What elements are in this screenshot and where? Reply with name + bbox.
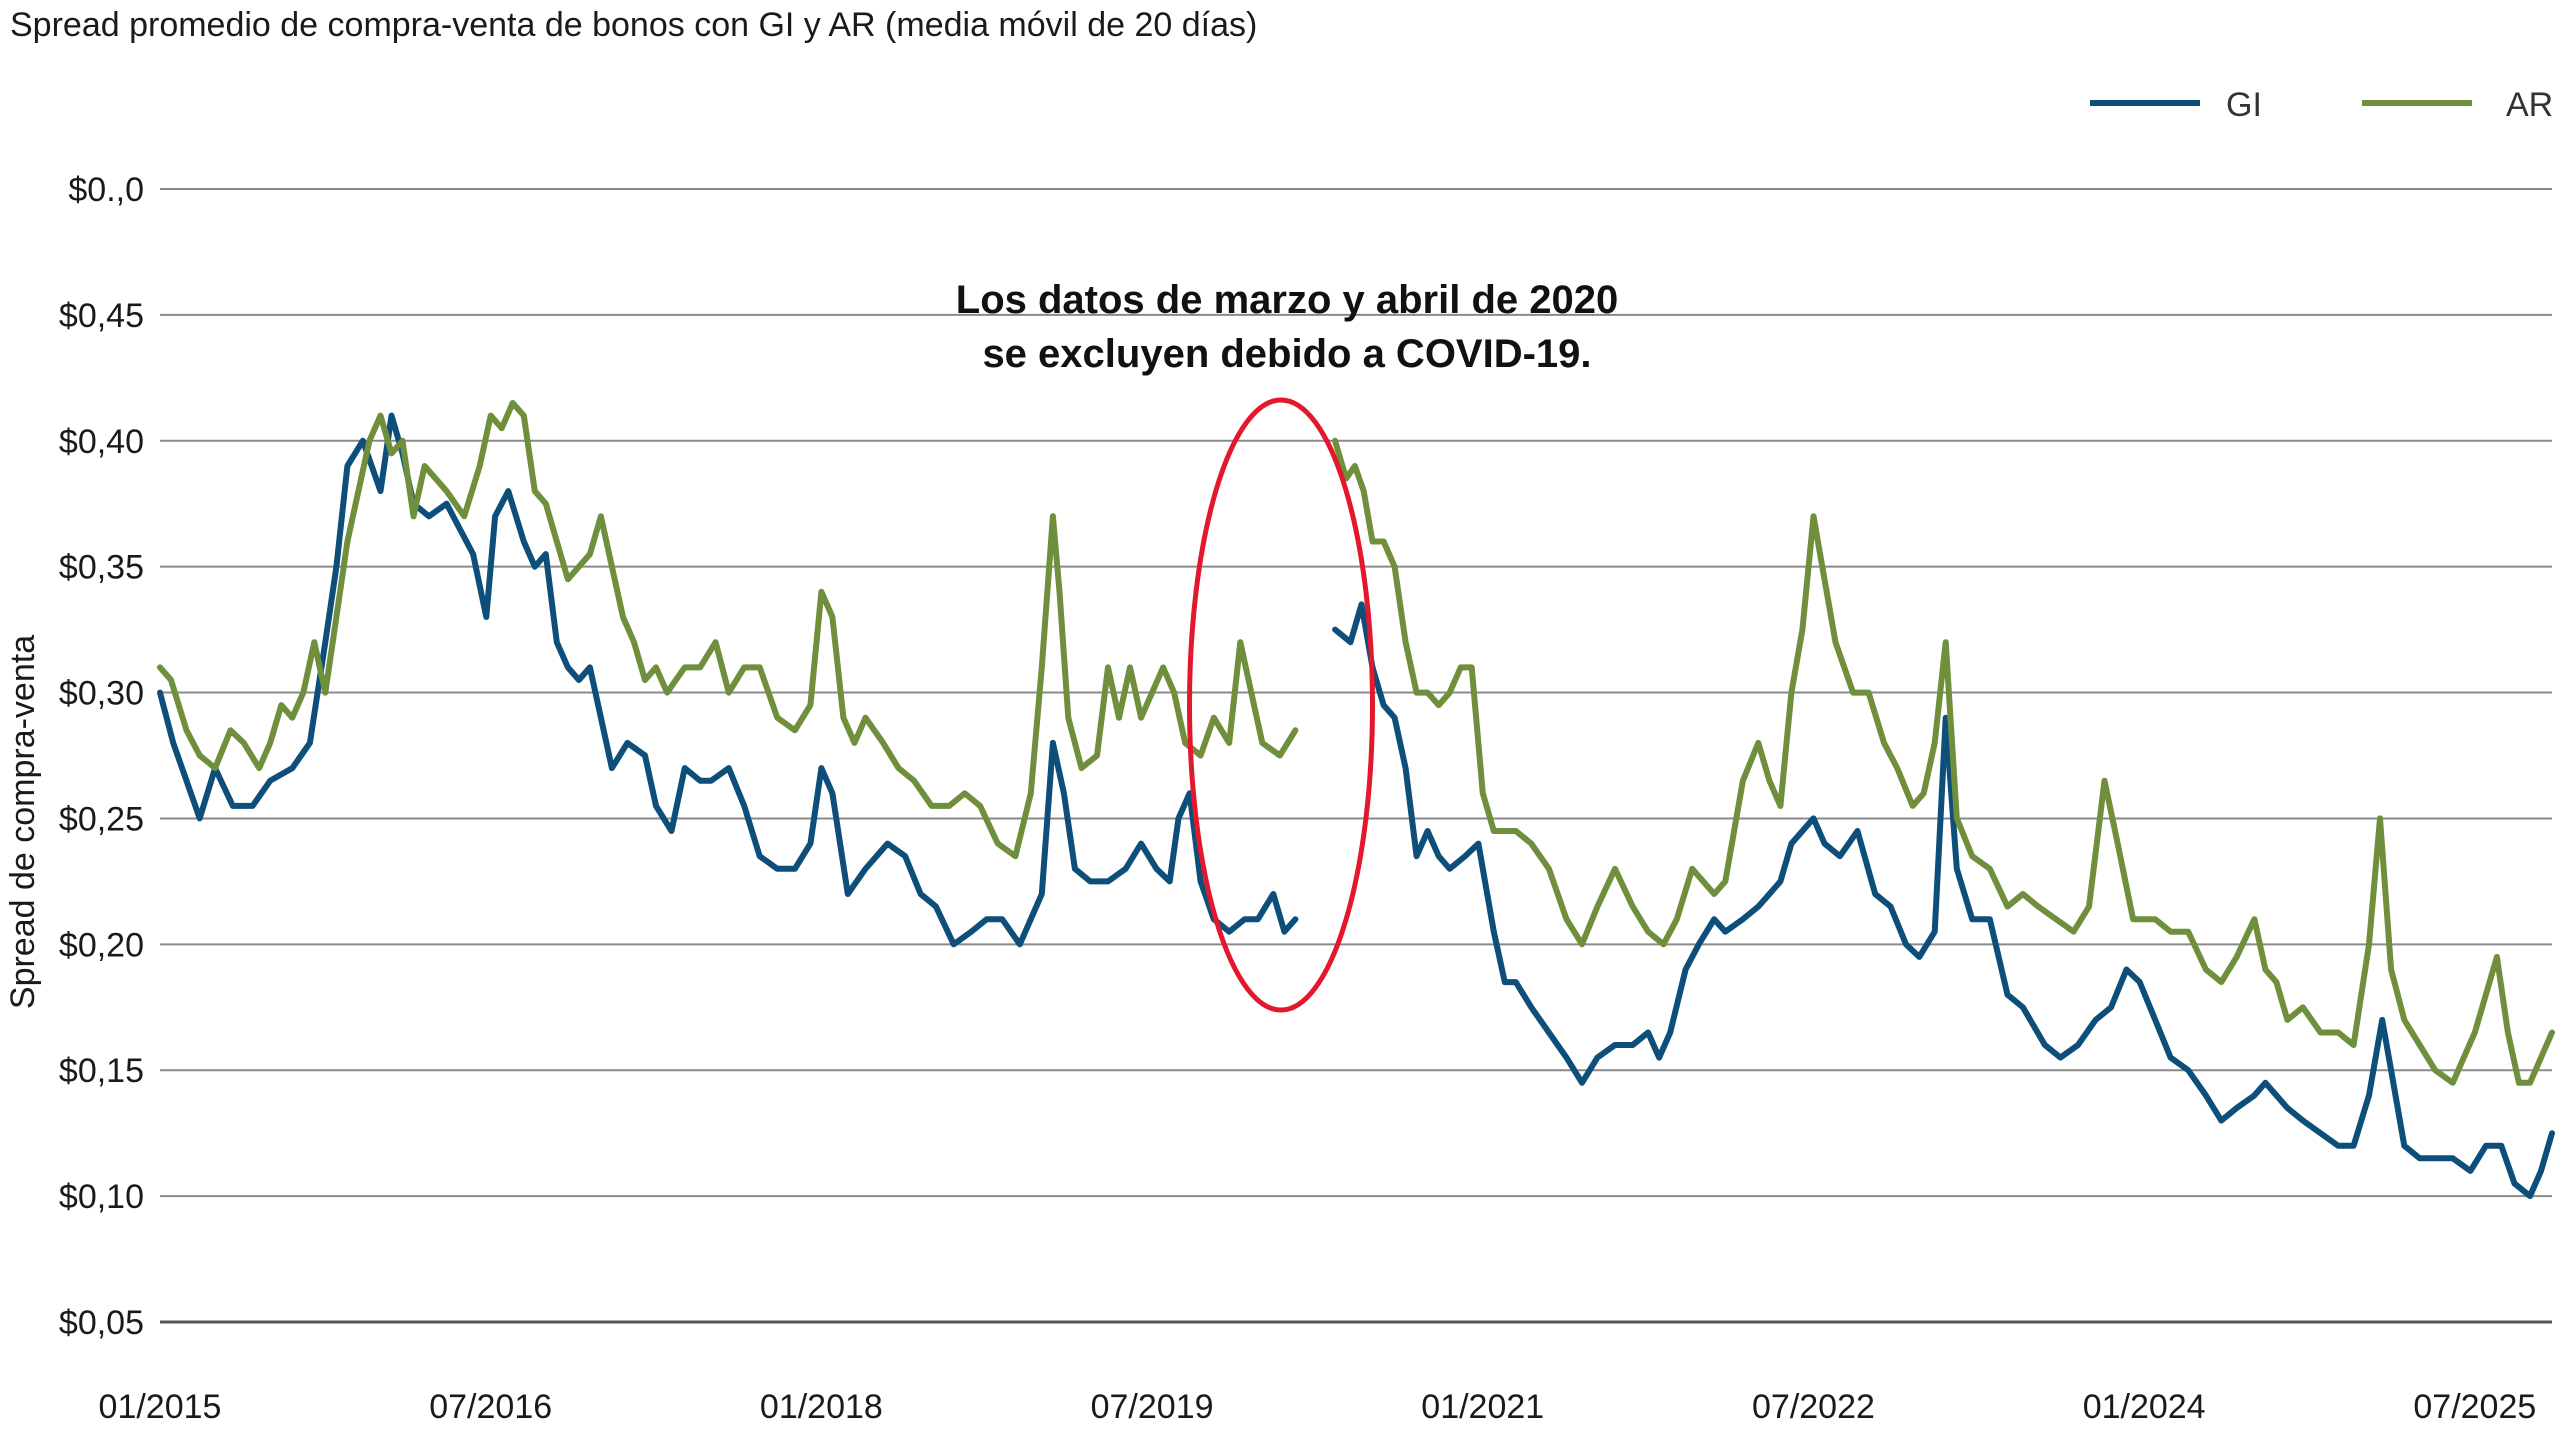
y-tick-label: $0,40: [59, 423, 144, 461]
y-tick-label: $0,15: [59, 1052, 144, 1090]
annotation-line-1: Los datos de marzo y abril de 2020: [956, 278, 1618, 322]
legend-label-ar: AR: [2506, 86, 2553, 124]
y-tick-label: $0,45: [59, 297, 144, 335]
gridlines: [160, 188, 2552, 1324]
x-tick-label: 01/2018: [760, 1388, 883, 1426]
x-tick-label: 07/2025: [2413, 1388, 2536, 1426]
series-line-ar: [157, 400, 1299, 860]
x-tick-label: 01/2024: [2083, 1388, 2206, 1426]
legend-label-gi: GI: [2226, 86, 2262, 124]
y-axis-label: Spread de compra-venta: [4, 635, 42, 1009]
y-tick-label: $0,20: [59, 926, 144, 964]
x-tick-label: 07/2022: [1752, 1388, 1875, 1426]
x-tick-label: 01/2021: [1421, 1388, 1544, 1426]
x-tick-label: 07/2019: [1091, 1388, 1214, 1426]
x-tick-label: 07/2016: [429, 1388, 552, 1426]
y-tick-label: $0,05: [59, 1304, 144, 1342]
x-tick-label: 01/2015: [99, 1388, 222, 1426]
y-tick-label: $0,25: [59, 800, 144, 838]
series-line-gi: [1332, 601, 2555, 1200]
y-axis: $0.,0 $0,45 $0,40 $0,35 $0,30 $0,25 $0,20 $0,15…: [59, 171, 144, 1342]
x-axis: 01/2015 07/2016 01/2018 07/2019 01/2021 07/20…: [99, 1388, 2537, 1426]
y-tick-label: $0.,0: [68, 171, 144, 209]
series-ar: [157, 400, 2555, 1086]
y-tick-label: $0,30: [59, 675, 144, 713]
chart-title: Spread promedio de compra-venta de bonos…: [10, 6, 1257, 44]
series-layer: [157, 400, 2555, 1200]
annotation: Los datos de marzo y abril de 2020 se ex…: [956, 278, 1618, 1013]
covid-highlight-ellipse: [1187, 397, 1375, 1013]
series-line-ar: [1332, 437, 2555, 1086]
y-tick-label: $0,10: [59, 1178, 144, 1216]
y-tick-label: $0,35: [59, 549, 144, 587]
annotation-line-2: se excluyen debido a COVID-19.: [982, 332, 1591, 376]
legend: GI AR: [2090, 86, 2553, 124]
